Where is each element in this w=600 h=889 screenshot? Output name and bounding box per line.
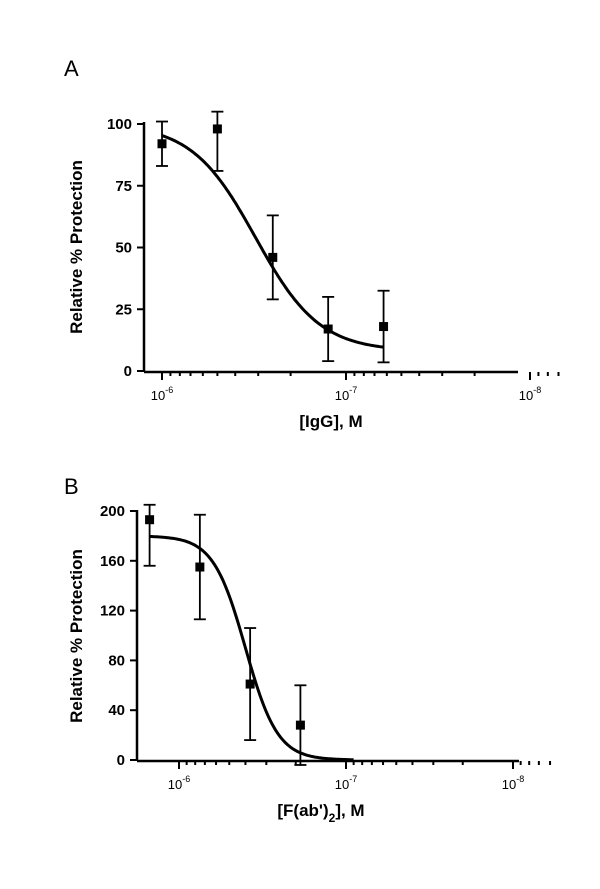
panel-b-x-axis-title-sub: 2 bbox=[329, 811, 336, 825]
y-tick-label: 0 bbox=[117, 752, 125, 769]
x-tick-label: 10-7 bbox=[335, 774, 357, 792]
data-point bbox=[145, 515, 155, 525]
panel-b-x-axis-title-tail: ], M bbox=[335, 801, 364, 820]
y-tick-label: 75 bbox=[115, 178, 132, 195]
panel-b-x-ticks: 10-6 10-7 10-8 bbox=[168, 761, 552, 792]
panel-b-x-axis-title: [F(ab')2], M bbox=[277, 801, 364, 825]
data-point bbox=[323, 324, 333, 334]
panel-a: A 0 25 50 75 100 10-6 10-7 10-8 [IgG], M Relat… bbox=[64, 56, 560, 431]
x-tick-label: 10-7 bbox=[335, 385, 357, 403]
panel-b-y-ticks: 0 40 80 120 160 200 bbox=[100, 503, 137, 769]
panel-b-x-axis-title-main: [F(ab') bbox=[277, 801, 328, 820]
data-point bbox=[379, 322, 389, 332]
y-tick-label: 120 bbox=[100, 603, 125, 620]
data-point bbox=[157, 139, 167, 149]
y-tick-label: 200 bbox=[100, 503, 125, 520]
x-tick-label: 10-8 bbox=[519, 385, 541, 403]
y-tick-label: 25 bbox=[115, 301, 132, 318]
panel-a-y-ticks: 0 25 50 75 100 bbox=[107, 116, 144, 380]
data-point bbox=[268, 252, 278, 262]
panel-a-y-axis-title: Relative % Protection bbox=[67, 160, 86, 334]
panel-a-x-axis-title: [IgG], M bbox=[299, 412, 362, 431]
panel-b: B 0 40 80 120 160 200 10-6 10-7 10-8 [F(ab')2],… bbox=[64, 474, 552, 825]
data-point bbox=[295, 720, 305, 730]
y-tick-label: 40 bbox=[108, 702, 125, 719]
panel-a-label: A bbox=[64, 56, 79, 81]
y-tick-label: 0 bbox=[124, 363, 132, 380]
panel-b-points bbox=[143, 503, 307, 766]
data-point bbox=[212, 124, 222, 134]
y-tick-label: 50 bbox=[115, 240, 132, 257]
panel-a-x-ticks: 10-6 10-7 10-8 bbox=[151, 372, 560, 403]
panel-b-y-axis-title: Relative % Protection bbox=[67, 549, 86, 723]
x-tick-label: 10-6 bbox=[168, 774, 190, 792]
y-tick-label: 160 bbox=[100, 553, 125, 570]
y-tick-label: 100 bbox=[107, 116, 132, 133]
x-tick-label: 10-6 bbox=[151, 385, 173, 403]
panel-b-fit-curve bbox=[149, 535, 354, 762]
y-tick-label: 80 bbox=[108, 652, 125, 669]
data-point bbox=[245, 679, 255, 689]
panel-b-label: B bbox=[64, 474, 79, 499]
x-tick-label: 10-8 bbox=[502, 774, 524, 792]
panel-a-points bbox=[156, 110, 390, 364]
data-point bbox=[195, 562, 205, 572]
